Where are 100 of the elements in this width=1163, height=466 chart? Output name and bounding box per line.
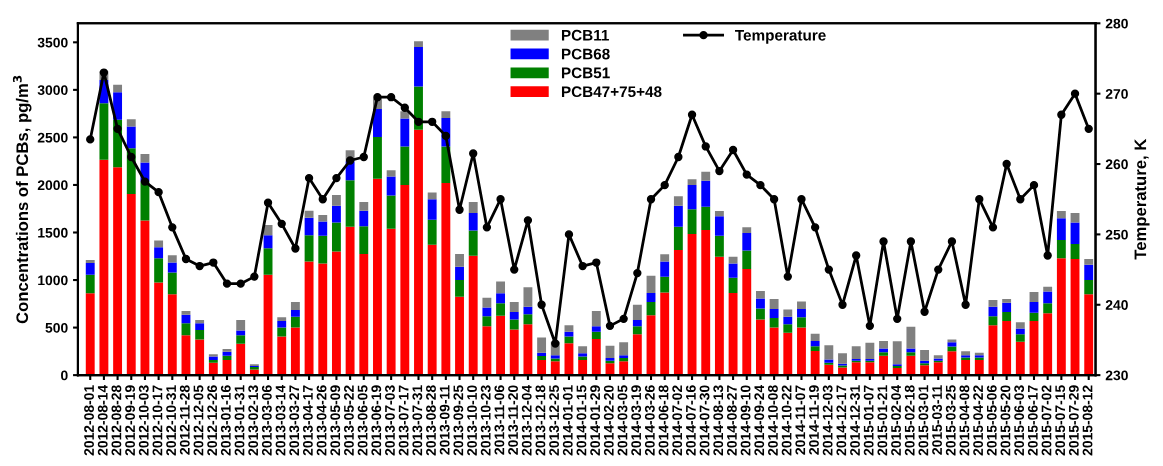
x-tick-label: 2013-07-17 (398, 385, 409, 456)
x-tick-label: 2013-03-06 (261, 385, 272, 456)
x-tick-label: 2013-07-03 (385, 385, 395, 456)
bar (865, 342, 875, 359)
bar (496, 303, 506, 316)
bar (988, 300, 998, 307)
bar (660, 254, 670, 262)
bar (331, 222, 341, 252)
x-tick-label: 2012-08-14 (97, 384, 108, 456)
bar (331, 251, 341, 376)
bar (263, 235, 273, 249)
bar (701, 230, 711, 376)
bar (728, 277, 738, 293)
x-tick-label: 2013-06-05 (357, 385, 368, 456)
bar (167, 262, 177, 273)
x-tick-label: 2013-03-14 (275, 384, 286, 456)
bar (564, 331, 574, 337)
bar (879, 352, 888, 356)
bar (714, 235, 724, 257)
bar (441, 183, 451, 376)
x-tick-label: 2012-12-26 (207, 385, 218, 456)
bar (427, 219, 437, 245)
bar (756, 290, 765, 299)
x-tick-label: 2012-08-28 (111, 385, 122, 456)
x-tick-label: 2015-07-15 (1055, 385, 1066, 456)
bar (441, 111, 451, 118)
bar (99, 159, 109, 376)
x-tick-label: 2014-08-27 (726, 385, 737, 456)
x-tick-label: 2013-12-25 (549, 385, 560, 456)
bar (714, 216, 724, 236)
bar (277, 327, 287, 337)
bar (523, 306, 533, 315)
x-tick-label: 2013-07-31 (412, 385, 423, 456)
bar (113, 84, 123, 93)
x-tick-label: 2012-09-19 (125, 385, 135, 456)
bar (414, 129, 423, 376)
bar (318, 263, 328, 376)
legend-label: PCB11 (561, 29, 609, 41)
bar (277, 320, 287, 328)
x-tick-label: 2015-06-03 (1014, 385, 1025, 456)
bar (591, 339, 601, 376)
legend-label: Temperature (735, 29, 826, 44)
bar (537, 359, 547, 376)
bar (222, 348, 232, 352)
bar (961, 359, 971, 376)
bar (331, 194, 341, 206)
bar (277, 317, 287, 321)
bar (154, 240, 164, 248)
bar (783, 324, 793, 333)
bar (632, 304, 642, 320)
x-tick-label: 2012-10-31 (166, 385, 177, 456)
bar (359, 210, 369, 227)
bar (1070, 213, 1080, 223)
bar (797, 327, 806, 376)
bar (1002, 320, 1012, 376)
bar (879, 340, 888, 349)
bar (838, 353, 847, 364)
bar (892, 341, 902, 365)
bar (359, 202, 369, 211)
bar (537, 356, 547, 360)
x-tick-label: 2013-12-18 (535, 385, 546, 456)
bar (318, 214, 328, 222)
x-tick-label: 2015-08-12 (1082, 385, 1093, 456)
bar (632, 326, 642, 335)
bar (756, 298, 765, 309)
bar (783, 309, 793, 317)
bar (824, 345, 834, 360)
x-tick-label: 2015-06-17 (1027, 385, 1038, 456)
bar (85, 274, 95, 294)
x-tick-label: 2015-01-21 (877, 385, 888, 456)
bar (154, 258, 164, 283)
bar (742, 250, 752, 270)
bar (591, 326, 601, 332)
bar (673, 226, 683, 251)
bar (810, 350, 820, 376)
x-tick-label: 2014-11-19 (809, 385, 819, 455)
bar (879, 355, 888, 376)
bar (701, 206, 711, 231)
bar (455, 296, 464, 376)
bar (181, 310, 191, 315)
bar (906, 352, 916, 356)
legend-label: PCB47+75+48 (561, 86, 662, 98)
bar (482, 326, 492, 376)
x-tick-label: 2013-09-11 (439, 385, 450, 455)
bar (1084, 259, 1094, 265)
bar (455, 266, 464, 281)
bar (1002, 299, 1012, 303)
x-tick-label: 2015-03-11 (932, 385, 942, 455)
bar (290, 327, 300, 376)
bar (482, 316, 492, 327)
x-tick-label: 2014-03-05 (617, 385, 628, 456)
x-tick-label: 2014-10-22 (781, 385, 792, 456)
bar (496, 281, 506, 294)
y2-tick-label: 260 (1105, 159, 1128, 170)
bar (1084, 294, 1094, 376)
x-tick-label: 2013-05-22 (344, 385, 354, 456)
bar (947, 351, 957, 376)
x-tick-label: 2012-10-03 (138, 385, 149, 456)
bar (427, 244, 437, 376)
bar (619, 342, 629, 356)
